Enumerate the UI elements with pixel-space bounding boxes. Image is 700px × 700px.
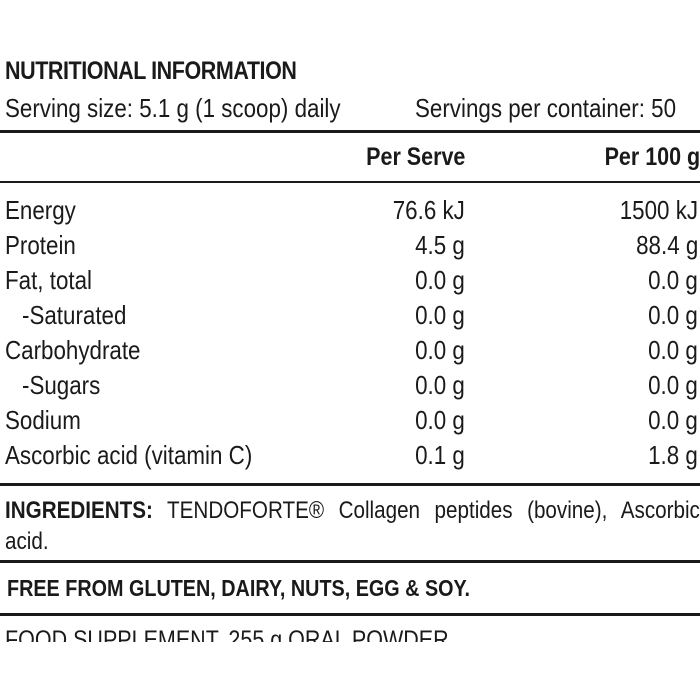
nutrient-name: Carbohydrate (5, 335, 141, 365)
allergen-divider (0, 613, 700, 616)
table-row: Energy 76.6 kJ 1500 kJ (0, 195, 700, 230)
allergen-free-statement: FREE FROM GLUTEN, DAIRY, NUTS, EGG & SOY… (7, 575, 471, 601)
table-bottom-divider (0, 483, 700, 486)
per-100g-value: 0.0 g (648, 405, 698, 435)
table-row: Carbohydrate 0.0 g 0.0 g (0, 335, 700, 370)
nutrient-name: Ascorbic acid (vitamin C) (5, 440, 253, 470)
nutrition-title: NUTRITIONAL INFORMATION (5, 57, 297, 85)
per-100g-value: 0.0 g (648, 265, 698, 295)
per-serve-value: 0.0 g (415, 405, 465, 435)
per-100g-value: 0.0 g (648, 335, 698, 365)
per-serve-value: 0.0 g (415, 335, 465, 365)
nutrient-name: Sodium (5, 405, 81, 435)
table-row: Protein 4.5 g 88.4 g (0, 230, 700, 265)
per-serve-value: 76.6 kJ (392, 195, 465, 225)
servings-per-container: Servings per container: 50 (415, 93, 677, 123)
per-100g-value: 88.4 g (635, 230, 698, 260)
per-serve-value: 0.0 g (415, 265, 465, 295)
table-row: -Sugars 0.0 g 0.0 g (0, 370, 700, 405)
column-header-divider (0, 181, 700, 183)
nutrient-name: Fat, total (5, 265, 92, 295)
column-header-per-100g: Per 100 g (604, 143, 700, 171)
per-serve-value: 0.1 g (415, 440, 465, 470)
per-100g-value: 0.0 g (648, 300, 698, 330)
per-serve-value: 0.0 g (415, 370, 465, 400)
nutrient-name: Energy (5, 195, 76, 225)
ingredients-label: INGREDIENTS: (5, 497, 153, 524)
nutrient-name: -Sugars (22, 370, 101, 400)
per-serve-value: 0.0 g (415, 300, 465, 330)
supplement-statement: FOOD SUPPLEMENT. 255 g ORAL POWDER (5, 626, 449, 642)
per-100g-value: 1500 kJ (619, 195, 698, 225)
table-row: Ascorbic acid (vitamin C) 0.1 g 1.8 g (0, 440, 700, 475)
ingredients-divider (0, 560, 700, 563)
ingredients-statement: INGREDIENTS: TENDOFORTE® Collagen peptid… (5, 495, 700, 557)
per-100g-value: 1.8 g (648, 440, 698, 470)
supplement-line-clip: FOOD SUPPLEMENT. 255 g ORAL POWDER (0, 622, 700, 642)
header-divider (0, 130, 700, 133)
ingredients-text: TENDOFORTE® Collagen peptides (bovine), … (5, 497, 700, 555)
table-row: Sodium 0.0 g 0.0 g (0, 405, 700, 440)
table-row: Fat, total 0.0 g 0.0 g (0, 265, 700, 300)
table-row: -Saturated 0.0 g 0.0 g (0, 300, 700, 335)
per-serve-value: 4.5 g (415, 230, 465, 260)
column-header-per-serve: Per Serve (365, 143, 465, 171)
serving-size: Serving size: 5.1 g (1 scoop) daily (5, 93, 341, 123)
nutrient-name: -Saturated (22, 300, 127, 330)
nutrient-name: Protein (5, 230, 76, 260)
per-100g-value: 0.0 g (648, 370, 698, 400)
